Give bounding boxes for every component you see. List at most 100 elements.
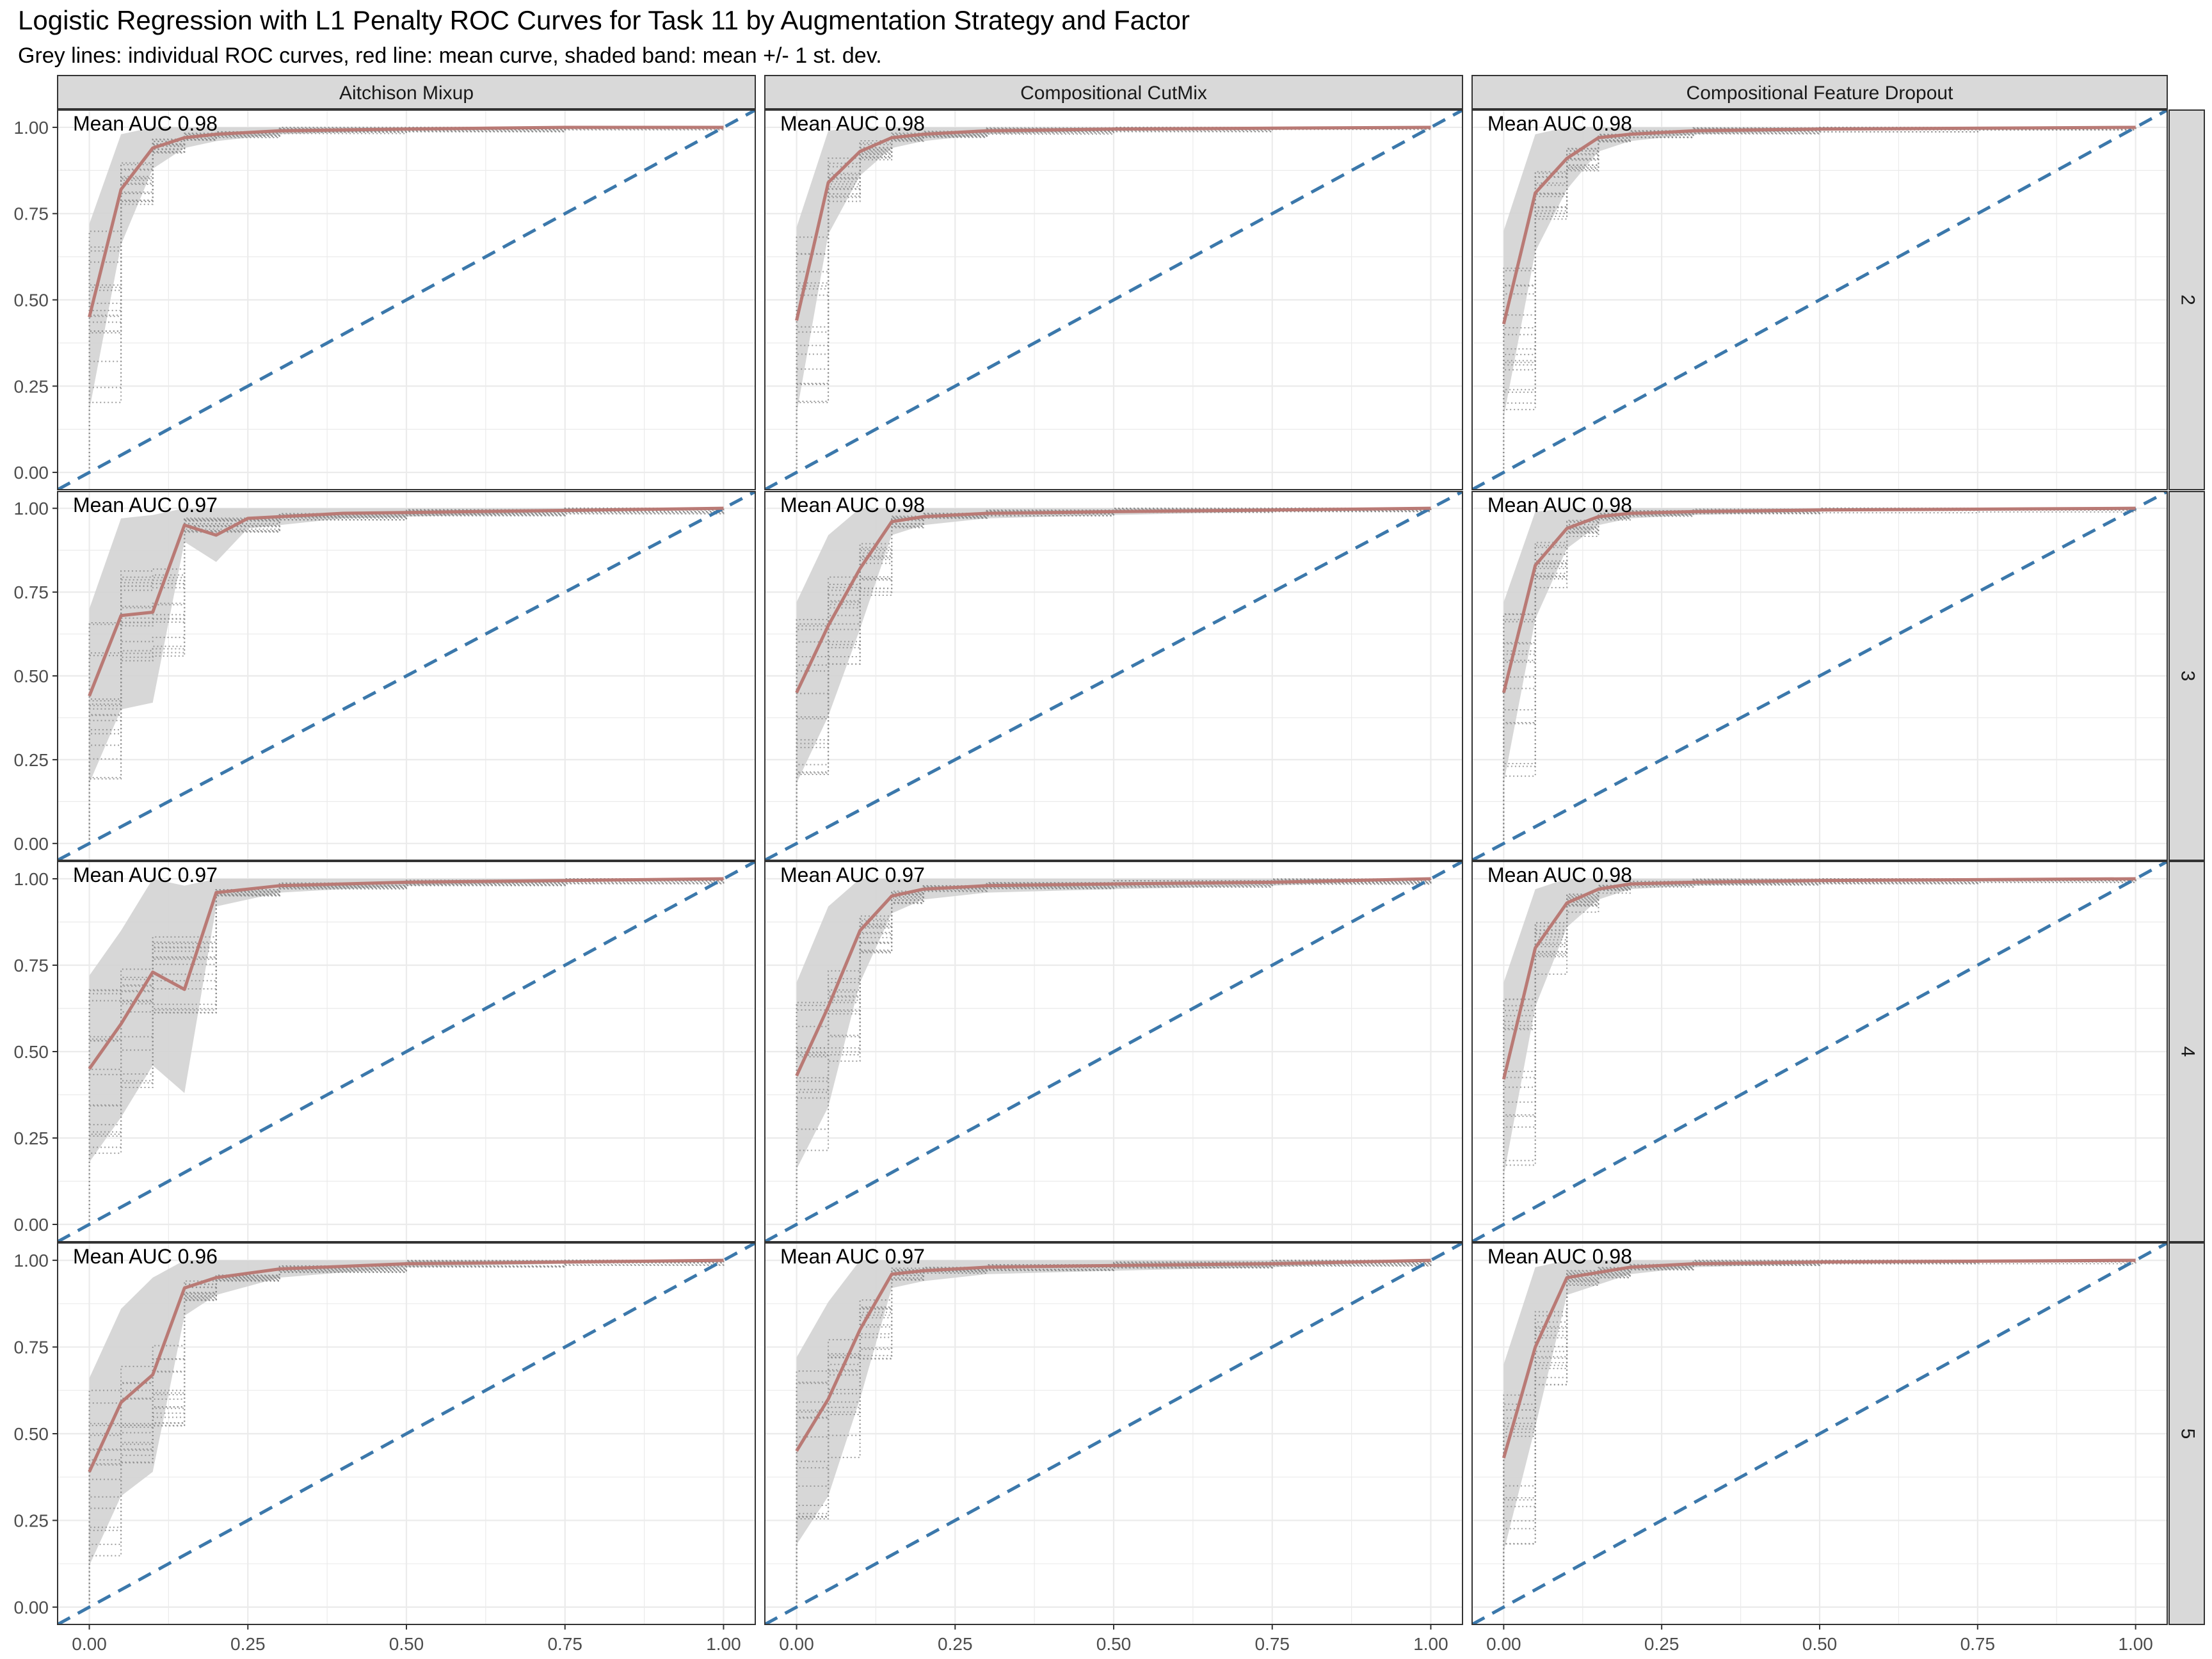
facet-strip-row-1 (2168, 491, 2205, 861)
mean-roc-curve (1502, 506, 2136, 693)
panel-4-2: Mean AUC 0.98 (1471, 861, 2168, 1242)
y-tick-label: 0.25 (14, 750, 49, 770)
y-tick-label: 0.00 (14, 1598, 49, 1617)
sd-band (89, 879, 724, 1162)
panel-5-0: Mean AUC 0.96 (57, 1242, 756, 1625)
sd-band (1503, 879, 2136, 1176)
facet-row-label: 4 (2177, 1046, 2199, 1057)
sd-band (796, 508, 1431, 783)
diagonal-reference-line (1472, 1243, 2167, 1624)
x-tick-label: 0.75 (1254, 1634, 1290, 1654)
mean-auc-label: Mean AUC 0.97 (780, 1245, 925, 1268)
individual-roc-curve (1503, 1260, 2136, 1607)
y-tick-label: 1.00 (14, 1251, 49, 1270)
individual-roc-curve (88, 878, 724, 1224)
y-tick-label: 1.00 (14, 499, 49, 518)
diagonal-reference-line (58, 862, 755, 1242)
y-tick-label: 0.75 (14, 582, 49, 602)
panel-2-2: Mean AUC 0.98 (1471, 109, 2168, 490)
diagonal-reference-line (58, 110, 755, 490)
panel-border (764, 861, 1463, 1242)
facet-col-label: Compositional CutMix (1020, 83, 1207, 104)
panel-3-0: Mean AUC 0.97 (57, 491, 756, 861)
sd-band (796, 879, 1431, 1169)
mean-roc-curve (795, 877, 1431, 1077)
individual-roc-curve (1503, 127, 2136, 473)
x-tick-label: 0.00 (72, 1634, 107, 1654)
facet-strip-col-1 (764, 75, 1463, 109)
mean-auc-label: Mean AUC 0.98 (780, 493, 925, 517)
x-tick-label: 0.75 (1960, 1634, 1996, 1654)
panel-border (1471, 109, 2168, 490)
facet-strip-row-0 (2168, 109, 2205, 490)
individual-roc-curve (88, 508, 725, 844)
mean-roc-curve (88, 1258, 724, 1473)
sd-band (89, 127, 724, 411)
panel-5-1: Mean AUC 0.97 (764, 1242, 1463, 1625)
sd-band (1503, 508, 2136, 783)
y-tick-label: 1.00 (14, 118, 49, 138)
diagonal-reference-line (765, 1243, 1463, 1624)
facet-strip-col-0 (57, 75, 756, 109)
facet-strip-row-2 (2168, 861, 2205, 1242)
y-tick-label: 0.00 (14, 1215, 49, 1235)
diagonal-reference-line (1472, 110, 2167, 490)
diagonal-reference-line (765, 110, 1463, 490)
figure-subtitle: Grey lines: individual ROC curves, red l… (18, 44, 882, 68)
x-tick-label: 0.00 (779, 1634, 814, 1654)
panel-2-1: Mean AUC 0.98 (764, 109, 1463, 490)
individual-roc-curve (88, 127, 725, 473)
x-tick-label: 0.25 (938, 1634, 973, 1654)
mean-auc-label: Mean AUC 0.97 (780, 863, 925, 886)
mean-roc-curve (88, 506, 724, 697)
individual-roc-curve (796, 879, 1432, 1224)
diagonal-reference-line (1472, 492, 2167, 860)
facet-row-label: 5 (2177, 1429, 2199, 1439)
x-tick-label: 0.25 (230, 1634, 266, 1654)
individual-roc-curve (1503, 126, 2136, 473)
mean-auc-label: Mean AUC 0.98 (1487, 863, 1632, 886)
sd-band (796, 1260, 1431, 1545)
y-tick-label: 0.75 (14, 1338, 49, 1358)
facet-row-label: 3 (2177, 671, 2199, 682)
y-tick-label: 0.75 (14, 956, 49, 975)
individual-roc-curve (88, 1260, 725, 1607)
mean-roc-curve (88, 125, 724, 318)
x-tick-label: 1.00 (2118, 1634, 2153, 1654)
figure-title: Logistic Regression with L1 Penalty ROC … (18, 5, 1190, 35)
y-tick-label: 0.25 (14, 1128, 49, 1148)
individual-roc-curve (796, 508, 1431, 844)
panel-border (1471, 491, 2168, 861)
sd-band (89, 1260, 724, 1566)
individual-roc-curve (796, 879, 1432, 1224)
individual-roc-curve (88, 508, 724, 844)
diagonal-reference-line (765, 862, 1463, 1242)
facet-strip-row-3 (2168, 1242, 2205, 1625)
sd-band (89, 508, 724, 783)
mean-auc-label: Mean AUC 0.96 (73, 1245, 218, 1268)
panel-4-1: Mean AUC 0.97 (764, 861, 1463, 1242)
facet-col-label: Aitchison Mixup (339, 83, 474, 104)
panel-4-0: Mean AUC 0.97 (57, 861, 756, 1242)
panel-5-2: Mean AUC 0.98 (1471, 1242, 2168, 1625)
x-tick-label: 0.50 (1802, 1634, 1838, 1654)
y-tick-label: 0.25 (14, 1511, 49, 1530)
facet-strip-col-2 (1471, 75, 2168, 109)
mean-auc-label: Mean AUC 0.98 (73, 112, 218, 135)
individual-roc-curve (88, 878, 724, 1224)
individual-roc-curve (796, 878, 1432, 1224)
y-tick-label: 0.75 (14, 204, 49, 224)
individual-roc-curve (1503, 878, 2136, 1224)
y-tick-label: 1.00 (14, 869, 49, 889)
panel-3-2: Mean AUC 0.98 (1471, 491, 2168, 861)
x-tick-label: 0.50 (1096, 1634, 1132, 1654)
diagonal-reference-line (58, 492, 755, 860)
facet-row-label: 2 (2177, 294, 2199, 305)
x-tick-label: 1.00 (1413, 1634, 1448, 1654)
diagonal-reference-line (765, 492, 1463, 860)
mean-roc-curve (1502, 1258, 2136, 1459)
mean-roc-curve (1502, 877, 2136, 1080)
y-tick-label: 0.25 (14, 376, 49, 396)
individual-roc-curve (796, 1260, 1432, 1607)
panel-2-0: Mean AUC 0.98 (57, 109, 756, 490)
